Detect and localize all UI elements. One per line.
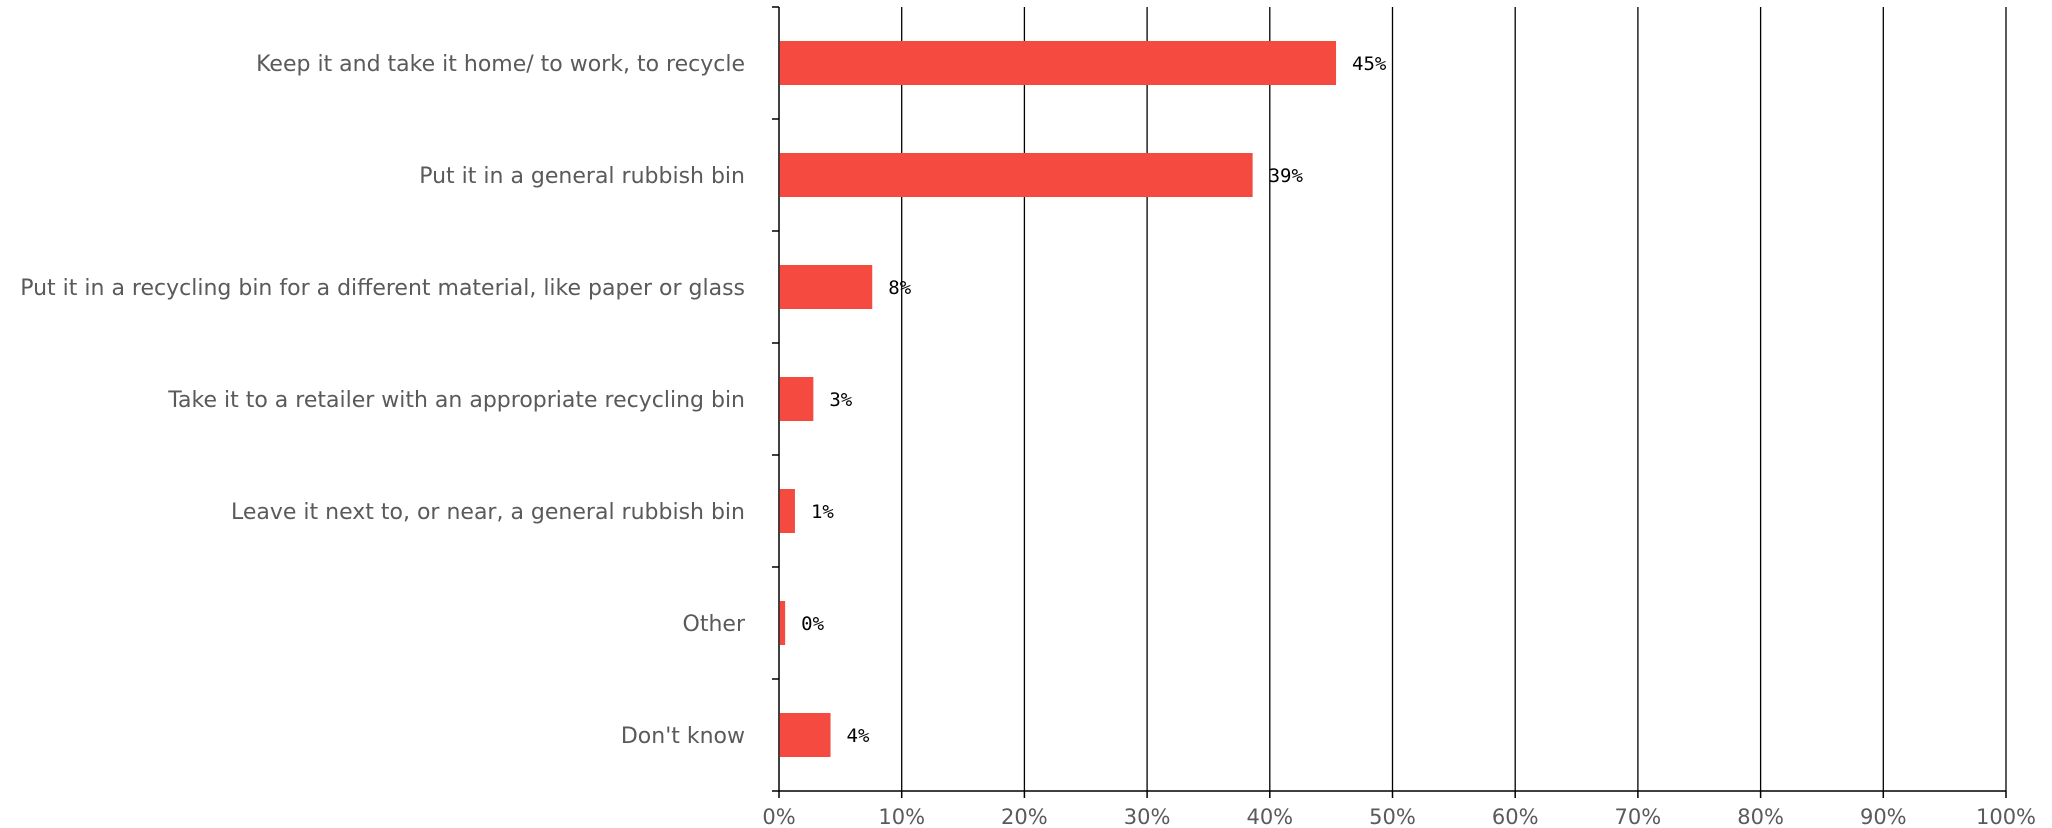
bar bbox=[779, 489, 795, 533]
data-label: 3% bbox=[829, 389, 852, 411]
category-label: Leave it next to, or near, a general rub… bbox=[231, 500, 745, 525]
bar bbox=[779, 41, 1337, 85]
x-tick-label: 20% bbox=[1001, 805, 1048, 828]
bar bbox=[779, 713, 831, 757]
bars bbox=[779, 41, 1337, 757]
x-tick-label: 100% bbox=[1976, 805, 2036, 828]
bar bbox=[779, 265, 873, 309]
data-label: 1% bbox=[811, 501, 834, 523]
data-label: 4% bbox=[847, 725, 870, 747]
gridlines bbox=[901, 7, 2007, 791]
data-label: 39% bbox=[1269, 165, 1304, 187]
x-tick-label: 10% bbox=[878, 805, 925, 828]
category-label: Keep it and take it home/ to work, to re… bbox=[256, 52, 745, 77]
category-label: Put it in a recycling bin for a differen… bbox=[20, 276, 745, 301]
data-label: 8% bbox=[888, 277, 911, 299]
data-label: 0% bbox=[801, 613, 824, 635]
axes bbox=[772, 6, 2007, 798]
x-tick-label: 50% bbox=[1369, 805, 1416, 828]
bar bbox=[779, 601, 786, 645]
bar bbox=[779, 153, 1253, 197]
x-tick-label: 60% bbox=[1492, 805, 1539, 828]
x-tick-label: 0% bbox=[762, 805, 795, 828]
labels: 0% 10% 20% 30% 40% 50% 60% 70% 80% 90% 100% Keep it… bbox=[20, 52, 2036, 828]
x-tick-label: 30% bbox=[1124, 805, 1171, 828]
x-tick-label: 40% bbox=[1246, 805, 1293, 828]
x-tick-label: 70% bbox=[1615, 805, 1662, 828]
x-tick-label: 90% bbox=[1860, 805, 1907, 828]
category-label: Other bbox=[683, 612, 746, 637]
category-label: Don't know bbox=[621, 724, 745, 749]
x-tick-label: 80% bbox=[1737, 805, 1784, 828]
bar bbox=[779, 377, 814, 421]
data-label: 45% bbox=[1352, 53, 1387, 75]
category-label: Put it in a general rubbish bin bbox=[419, 164, 745, 189]
category-label: Take it to a retailer with an appropriat… bbox=[167, 388, 745, 413]
